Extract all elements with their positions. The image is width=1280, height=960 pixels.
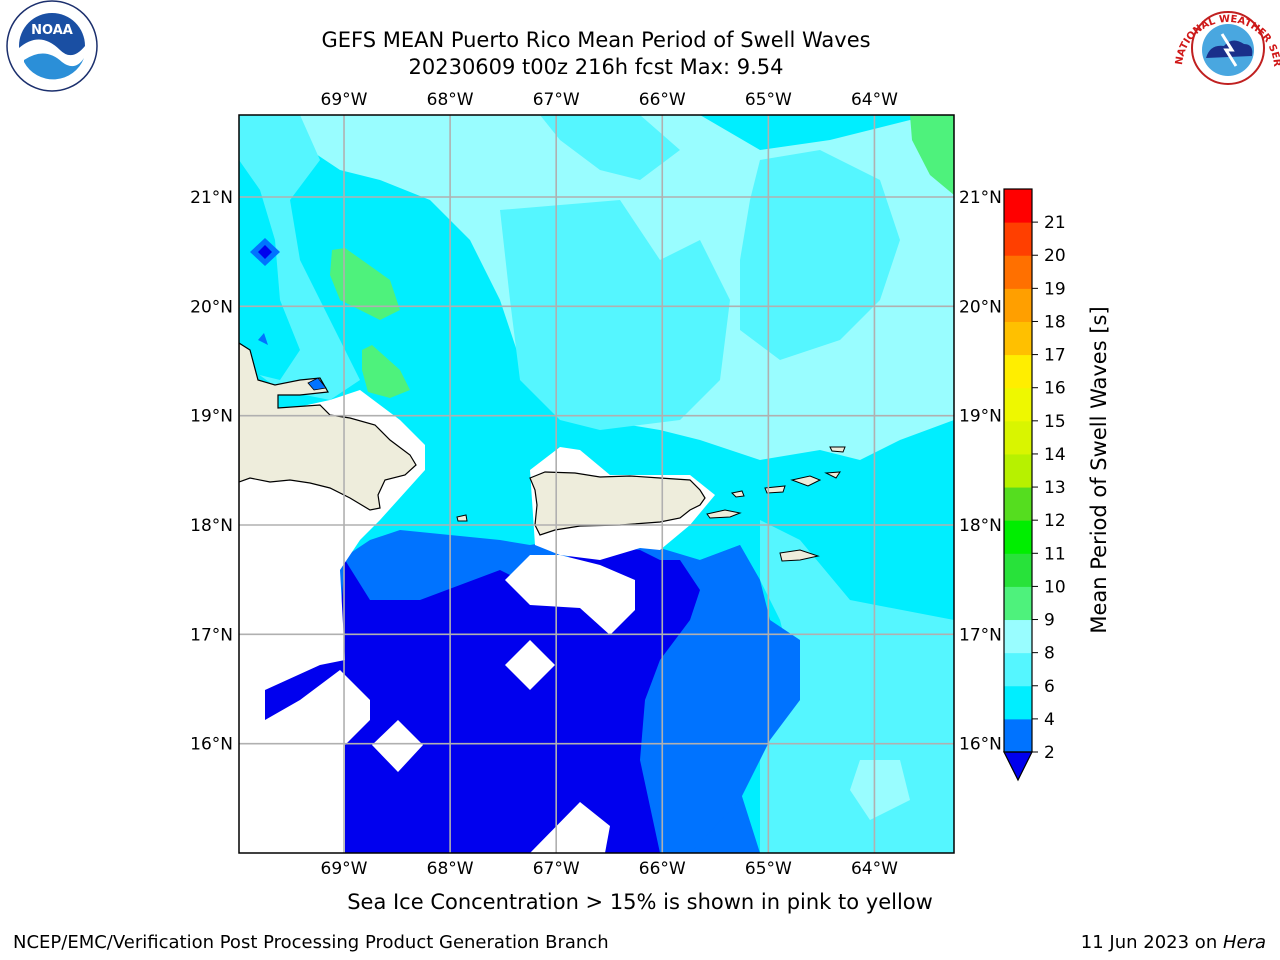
latitude-label: 17°N [959, 625, 1002, 645]
colorbar-tick-label: 12 [1044, 511, 1066, 531]
longitude-label: 65°W [745, 90, 792, 110]
colorbar-frame [1003, 188, 1033, 753]
puerto-rico-landmass [529, 471, 706, 536]
colorbar-swatch [1004, 619, 1032, 654]
colorbar-swatch [1004, 553, 1032, 587]
sea-ice-caption: Sea Ice Concentration > 15% is shown in … [347, 890, 933, 914]
colorbar-tick-label: 21 [1044, 213, 1066, 233]
latitude-labels-right: 21°N 20°N 19°N 18°N 17°N 16°N [959, 188, 1002, 755]
swell-region-6-8s-north [540, 115, 680, 180]
colorbar-swatch [1004, 652, 1032, 687]
longitude-label: 64°W [851, 90, 898, 110]
colorbar-label: Mean Period of Swell Waves [s] [1087, 306, 1111, 633]
colorbar-swatch [1004, 255, 1032, 289]
nws-logo-text: NATIONAL WEATHER SERVICE [0, 0, 1280, 68]
colorbar-swatch [1004, 222, 1032, 256]
swell-region-4-6s-west [239, 160, 300, 380]
colorbar-tick-label: 10 [1044, 577, 1066, 597]
colorbar-swatch [1004, 321, 1032, 356]
latitude-labels-left: 21°N 20°N 19°N 18°N 17°N 16°N [190, 188, 233, 755]
colorbar-tick-label: 18 [1044, 312, 1066, 332]
colorbar: 2 4 6 8 9 10 11 12 13 14 15 16 17 18 19 20 21 [1003, 188, 1066, 782]
latitude-label: 18°N [959, 516, 1002, 536]
latitude-label: 21°N [959, 188, 1002, 208]
colorbar-tick-label: 15 [1044, 412, 1066, 432]
swell-region-6-8s-southeast [760, 520, 954, 853]
longitude-label: 66°W [639, 859, 686, 879]
longitude-labels-top: 69°W 68°W 67°W 66°W 65°W 64°W [321, 90, 899, 110]
colorbar-tick-label: 20 [1044, 246, 1066, 266]
footer-date: 11 Jun 2023 on Hera [1081, 932, 1266, 953]
latitude-label: 19°N [190, 407, 233, 427]
longitude-label: 69°W [321, 859, 368, 879]
map-gridlines [239, 115, 954, 853]
colorbar-tick-label: 6 [1044, 677, 1055, 697]
latitude-label: 19°N [959, 407, 1002, 427]
swell-region-9-10s-ne [910, 115, 954, 195]
colorbar-extend-arrow [1003, 751, 1033, 782]
colorbar-tick-label: 19 [1044, 279, 1066, 299]
colorbar-tick-label: 14 [1044, 445, 1066, 465]
swell-region-below-2s [265, 545, 700, 853]
colorbar-swatch [1004, 354, 1032, 389]
colorbar-tick-label: 17 [1044, 346, 1066, 366]
noaa-logo: NOAA [6, 0, 98, 92]
colorbar-tick-label: 9 [1044, 611, 1055, 631]
footer-date-text: 11 Jun 2023 on [1080, 932, 1223, 953]
colorbar-tick-label: 8 [1044, 644, 1055, 664]
swell-region-9-10s-b [362, 345, 410, 398]
colorbar-swatch [1004, 487, 1032, 521]
longitude-label: 68°W [427, 90, 474, 110]
colorbar-tick-label: 13 [1044, 478, 1066, 498]
colorbar-swatch [1004, 387, 1032, 422]
longitude-label: 68°W [427, 859, 474, 879]
colorbar-swatch [1004, 520, 1032, 554]
chart-title: GEFS MEAN Puerto Rico Mean Period of Swe… [321, 28, 871, 52]
latitude-label: 17°N [190, 625, 233, 645]
longitude-label: 65°W [745, 859, 792, 879]
swell-region-6-8s-central [500, 200, 730, 430]
colorbar-tick-label: 2 [1044, 743, 1055, 763]
longitude-label: 69°W [321, 90, 368, 110]
colorbar-tick-label: 4 [1044, 710, 1055, 730]
latitude-label: 20°N [959, 297, 1002, 317]
colorbar-tick-label: 11 [1044, 544, 1066, 564]
colorbar-swatch [1004, 718, 1032, 753]
swell-region-8-9s-southeast [850, 760, 910, 820]
latitude-label: 18°N [190, 516, 233, 536]
map-frame [238, 114, 955, 854]
longitude-labels-bottom: 69°W 68°W 67°W 66°W 65°W 64°W [321, 859, 899, 879]
noaa-logo-text: NOAA [31, 23, 73, 38]
swell-region-6-8s-east [740, 150, 900, 360]
colorbar-swatch [1004, 420, 1032, 455]
footer-host: Hera [1222, 932, 1266, 953]
longitude-label: 66°W [639, 90, 686, 110]
longitude-label: 67°W [533, 90, 580, 110]
colorbar-swatch [1004, 453, 1032, 488]
colorbar-swatch [1004, 288, 1032, 322]
latitude-label: 16°N [190, 735, 233, 755]
nws-logo: NATIONAL WEATHER SERVICE [0, 0, 1280, 85]
longitude-label: 64°W [851, 859, 898, 879]
latitude-label: 20°N [190, 297, 233, 317]
longitude-label: 67°W [533, 859, 580, 879]
chart-subtitle: 20230609 t00z 216h fcst Max: 9.54 [408, 55, 784, 79]
map-plot-area [239, 115, 954, 853]
swell-region-9-10s-a [330, 248, 400, 320]
colorbar-swatch [1004, 586, 1032, 621]
colorbar-swatch [1004, 685, 1032, 720]
latitude-label: 21°N [190, 188, 233, 208]
latitude-label: 16°N [959, 735, 1002, 755]
colorbar-tick-label: 16 [1044, 379, 1066, 399]
colorbar-swatch [1004, 189, 1032, 223]
footer-credit: NCEP/EMC/Verification Post Processing Pr… [13, 932, 609, 953]
